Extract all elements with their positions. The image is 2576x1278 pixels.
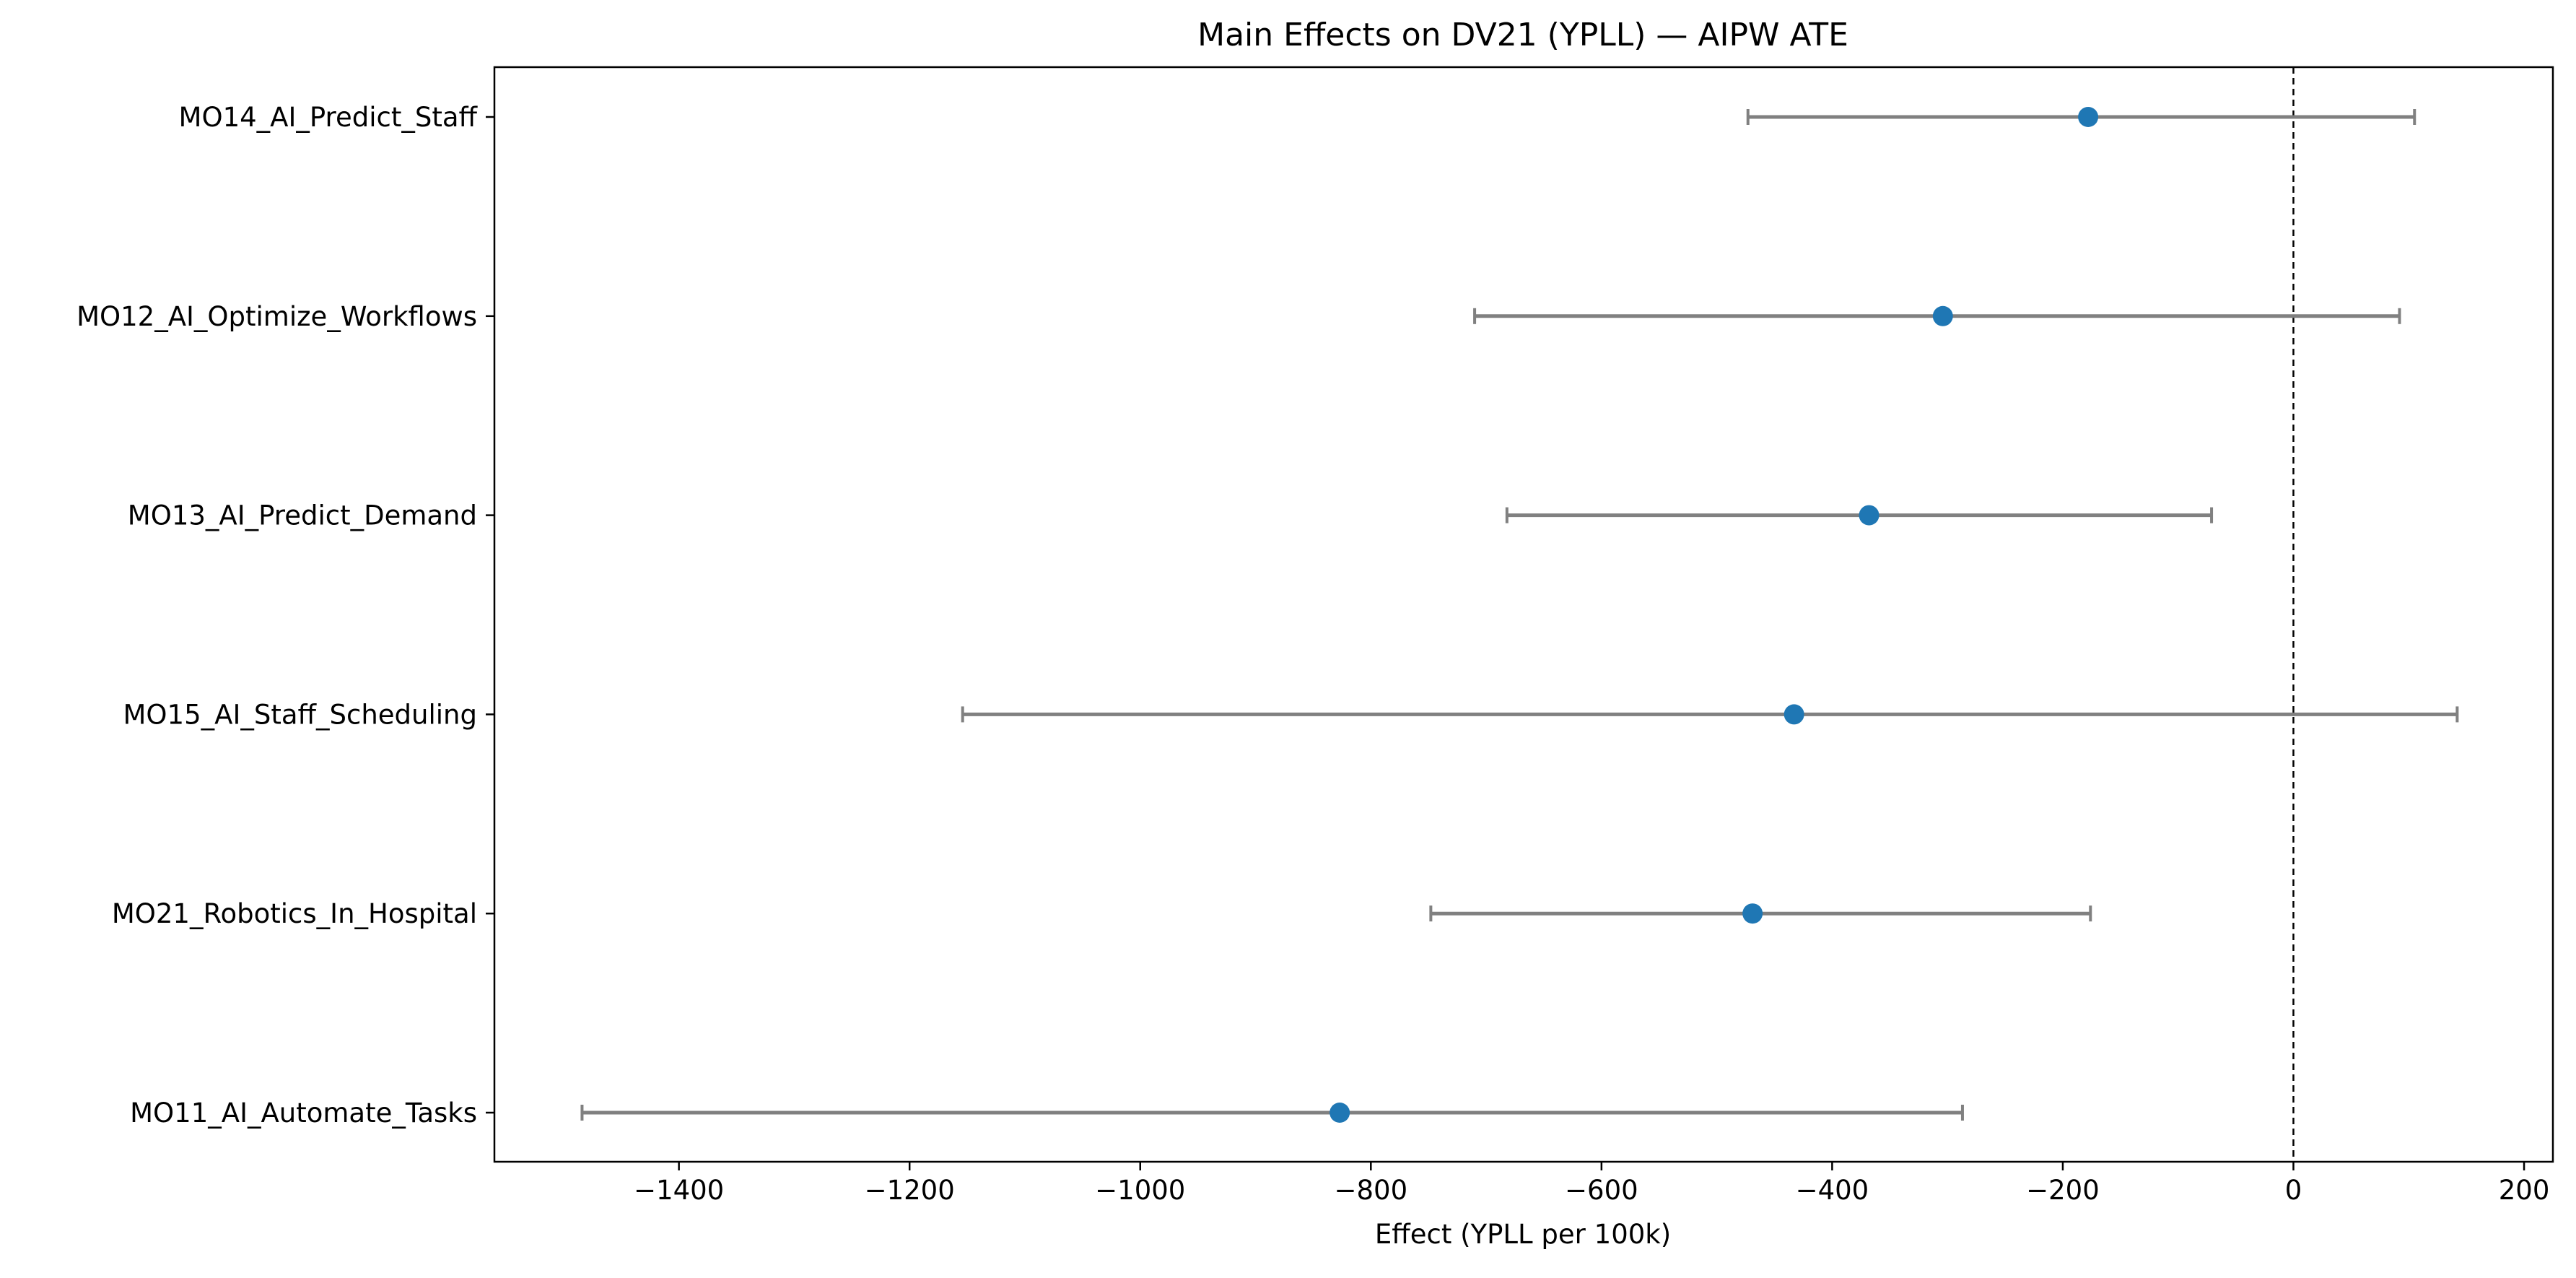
- x-axis-label: Effect (YPLL per 100k): [1375, 1219, 1671, 1250]
- estimate-point: [1783, 704, 1804, 725]
- estimate-point: [1330, 1103, 1350, 1123]
- estimate-point: [1742, 903, 1763, 924]
- estimate-point: [2078, 107, 2099, 127]
- x-tick-label: −1200: [865, 1175, 955, 1206]
- y-category-label: MO21_Robotics_In_Hospital: [112, 898, 477, 929]
- y-category-label: MO15_AI_Staff_Scheduling: [123, 699, 478, 730]
- x-tick-label: 0: [2285, 1175, 2302, 1206]
- estimate-point: [1859, 505, 1879, 526]
- estimate-point: [1932, 305, 1953, 326]
- y-category-label: MO14_AI_Predict_Staff: [179, 102, 479, 133]
- x-tick-label: −1000: [1095, 1175, 1185, 1206]
- x-tick-label: −600: [1565, 1175, 1638, 1206]
- chart-title: Main Effects on DV21 (YPLL) — AIPW ATE: [1197, 17, 1848, 53]
- x-tick-label: −800: [1334, 1175, 1407, 1206]
- y-category-label: MO12_AI_Optimize_Workflows: [77, 301, 477, 332]
- x-tick-label: −200: [2026, 1175, 2100, 1206]
- x-tick-label: −1400: [634, 1175, 724, 1206]
- plot-frame: [493, 66, 2554, 1163]
- x-tick-label: 200: [2499, 1175, 2550, 1206]
- y-category-label: MO13_AI_Predict_Demand: [128, 500, 477, 531]
- y-category-label: MO11_AI_Automate_Tasks: [130, 1097, 477, 1129]
- x-tick-label: −400: [1796, 1175, 1869, 1206]
